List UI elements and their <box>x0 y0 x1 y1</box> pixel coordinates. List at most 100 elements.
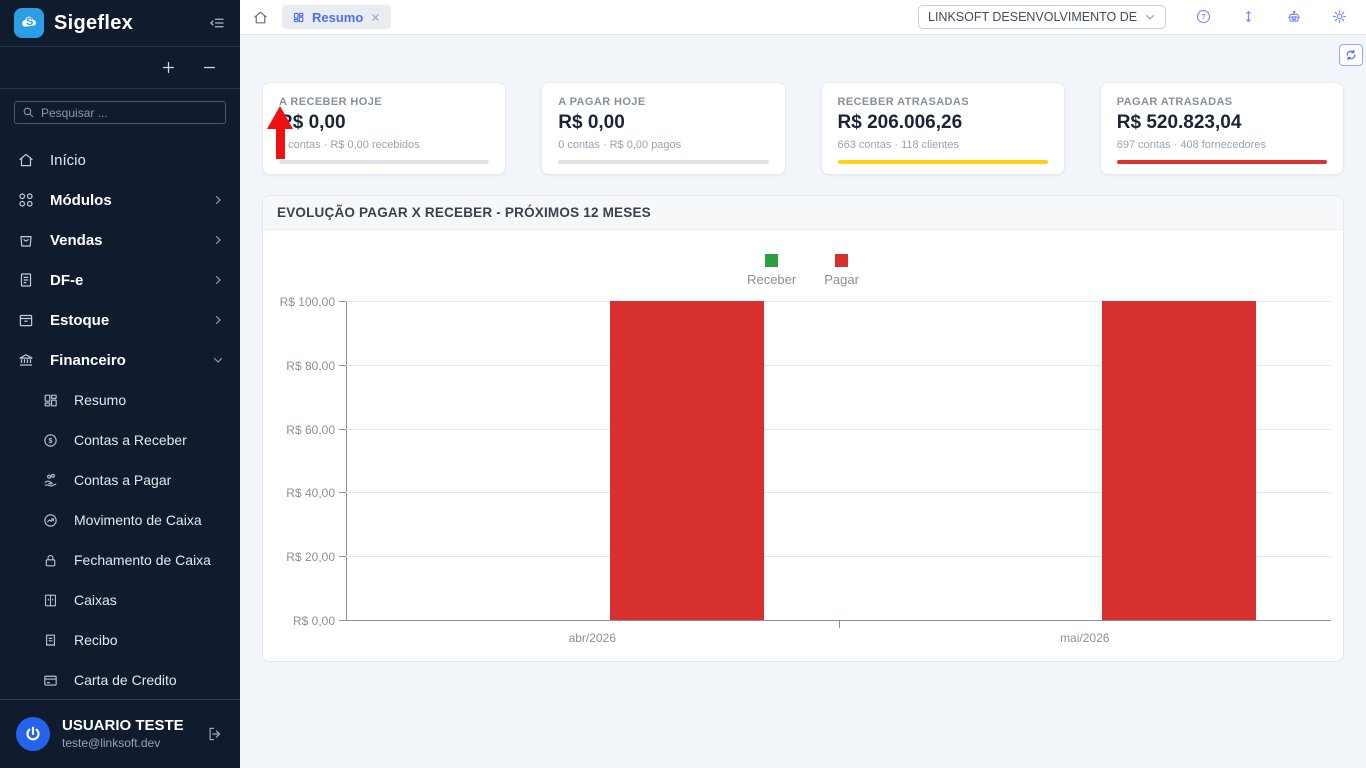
y-tick-label: R$ 60,00 <box>286 422 335 437</box>
sidebar-item-financeiro[interactable]: Financeiro <box>0 340 240 380</box>
y-tick-label: R$ 100,00 <box>279 295 335 309</box>
card-label: RECEBER ATRASADAS <box>837 96 969 108</box>
sidebar-item-resumo[interactable]: Resumo <box>0 380 240 420</box>
tab-resumo[interactable]: Resumo <box>282 5 392 29</box>
legend-swatch <box>835 254 849 267</box>
search-input[interactable] <box>41 105 218 120</box>
home-icon[interactable] <box>252 9 269 26</box>
close-icon[interactable] <box>370 12 381 23</box>
bar-pagar-abr/2026 <box>609 301 764 620</box>
chevron-right-icon <box>212 194 224 206</box>
dashboard-icon <box>40 390 60 410</box>
y-tick <box>339 620 346 621</box>
card-subtext: 0 contas · R$ 0,00 recebidos <box>279 139 420 151</box>
card-value: R$ 206.006,26 <box>837 112 963 133</box>
company-selector[interactable]: LINKSOFT DESENVOLVIMENTO DE ... <box>918 5 1166 29</box>
receipt-icon <box>40 630 60 650</box>
brand-name: Sigeflex <box>54 11 134 34</box>
sidebar-search <box>0 89 240 134</box>
sidebar-item-carta-de-credito[interactable]: Carta de Credito <box>0 660 240 699</box>
refresh-icon <box>1346 49 1356 61</box>
card-status-bar <box>558 160 769 164</box>
sidebar-logo-row: S Sigeflex <box>0 0 240 47</box>
card-value: R$ 520.823,04 <box>1116 112 1242 133</box>
y-tick-label: R$ 40,00 <box>286 486 335 501</box>
gridline <box>346 492 1331 494</box>
lock-icon <box>40 550 60 570</box>
card-status-bar <box>837 160 1048 164</box>
chart-body: Receber Pagar R$ 0,00 R$ 20,00 R$ 40,00 R$ 6… <box>263 230 1343 661</box>
sidebar-nav: Início Módulos Vendas DF-e Estoque <box>0 134 240 699</box>
plot-area: R$ 0,00 R$ 20,00 R$ 40,00 R$ 60,00 R$ 80,00 R… <box>280 295 1331 645</box>
y-tick-label: R$ 0,00 <box>292 614 335 628</box>
card-subtext: 697 contas · 408 fornecedores <box>1116 139 1266 151</box>
sidebar-item-contas-a-pagar[interactable]: Contas a Pagar <box>0 460 240 500</box>
card-pagar-atrasadas: PAGAR ATRASADAS R$ 520.823,04 697 contas… <box>1099 82 1344 175</box>
sidebar: S Sigeflex Início <box>0 0 240 768</box>
y-tick <box>339 492 346 494</box>
dollar-circle-icon: $ <box>40 430 60 450</box>
sidebar-item-contas-a-receber[interactable]: $ Contas a Receber <box>0 420 240 460</box>
sidebar-item-fechamento-de-caixa[interactable]: Fechamento de Caixa <box>0 540 240 580</box>
y-tick <box>339 364 346 366</box>
chart-title: EVOLUÇÃO PAGAR X RECEBER - PRÓXIMOS 12 M… <box>263 196 1343 230</box>
summary-cards: A RECEBER HOJE R$ 0,00 0 contas · R$ 0,0… <box>240 35 1366 175</box>
chevron-right-icon <box>212 314 224 326</box>
card-label: PAGAR ATRASADAS <box>1116 96 1233 108</box>
chart-legend: Receber Pagar <box>263 254 1343 287</box>
legend-item-receber: Receber <box>747 254 796 287</box>
legend-label: Receber <box>747 272 797 287</box>
expand-all-button[interactable] <box>160 59 177 76</box>
sidebar-item-modulos[interactable]: Módulos <box>0 180 240 220</box>
sidebar-item-movimento-de-caixa[interactable]: Movimento de Caixa <box>0 500 240 540</box>
credit-card-icon <box>40 670 60 690</box>
legend-item-pagar: Pagar <box>824 254 859 287</box>
shopping-bag-icon <box>16 230 36 250</box>
bar-pagar-mai/2026 <box>1102 301 1257 620</box>
company-selector-value: LINKSOFT DESENVOLVIMENTO DE ... <box>928 10 1138 24</box>
refresh-button[interactable] <box>1339 44 1363 66</box>
robot-icon[interactable] <box>1285 8 1303 26</box>
svg-text:?: ? <box>1201 12 1206 21</box>
vertical-arrows-icon[interactable] <box>1240 8 1257 26</box>
user-name: USUARIO TESTE <box>62 717 184 735</box>
y-tick <box>339 301 346 302</box>
user-email: teste@linksoft.dev <box>62 735 161 750</box>
logout-icon[interactable] <box>206 725 224 743</box>
sidebar-collapse-icon[interactable] <box>208 14 226 32</box>
sigeflex-logo-icon: S <box>14 8 44 38</box>
sidebar-item-recibo[interactable]: Recibo <box>0 620 240 660</box>
sidebar-item-caixas[interactable]: Caixas <box>0 580 240 620</box>
x-axis-mid-tick <box>838 621 840 628</box>
svg-text:$: $ <box>48 436 52 444</box>
topbar: Resumo LINKSOFT DESENVOLVIMENTO DE ... ? <box>240 0 1366 35</box>
sidebar-item-estoque[interactable]: Estoque <box>0 300 240 340</box>
sidebar-item-vendas[interactable]: Vendas <box>0 220 240 260</box>
x-tick-label: mai/2026 <box>1060 631 1110 645</box>
cashbox-icon <box>40 590 60 610</box>
y-tick-label: R$ 80,00 <box>286 358 335 373</box>
card-status-bar <box>1116 160 1327 164</box>
card-a-pagar-hoje: A PAGAR HOJE R$ 0,00 0 contas · R$ 0,00 … <box>541 82 786 175</box>
legend-label: Pagar <box>824 272 859 287</box>
sidebar-item-dfe[interactable]: DF-e <box>0 260 240 300</box>
document-icon <box>16 270 36 290</box>
card-a-receber-hoje: A RECEBER HOJE R$ 0,00 0 contas · R$ 0,0… <box>262 82 507 175</box>
x-axis-line <box>346 620 1331 621</box>
box-icon <box>16 310 36 330</box>
collapse-all-button[interactable] <box>201 59 218 76</box>
card-label: A RECEBER HOJE <box>279 96 382 108</box>
chevron-down-icon <box>1144 11 1156 23</box>
tab-label: Resumo <box>312 9 364 25</box>
settings-icon[interactable] <box>1331 8 1348 26</box>
sidebar-actions-row <box>0 47 240 89</box>
gridline <box>346 301 1331 302</box>
user-avatar[interactable] <box>16 717 50 751</box>
help-icon[interactable]: ? <box>1195 8 1212 26</box>
chart-card: EVOLUÇÃO PAGAR X RECEBER - PRÓXIMOS 12 M… <box>262 195 1344 662</box>
gridline <box>346 428 1331 430</box>
sidebar-item-inicio[interactable]: Início <box>0 140 240 180</box>
gridline <box>346 364 1331 366</box>
legend-swatch <box>765 254 779 267</box>
